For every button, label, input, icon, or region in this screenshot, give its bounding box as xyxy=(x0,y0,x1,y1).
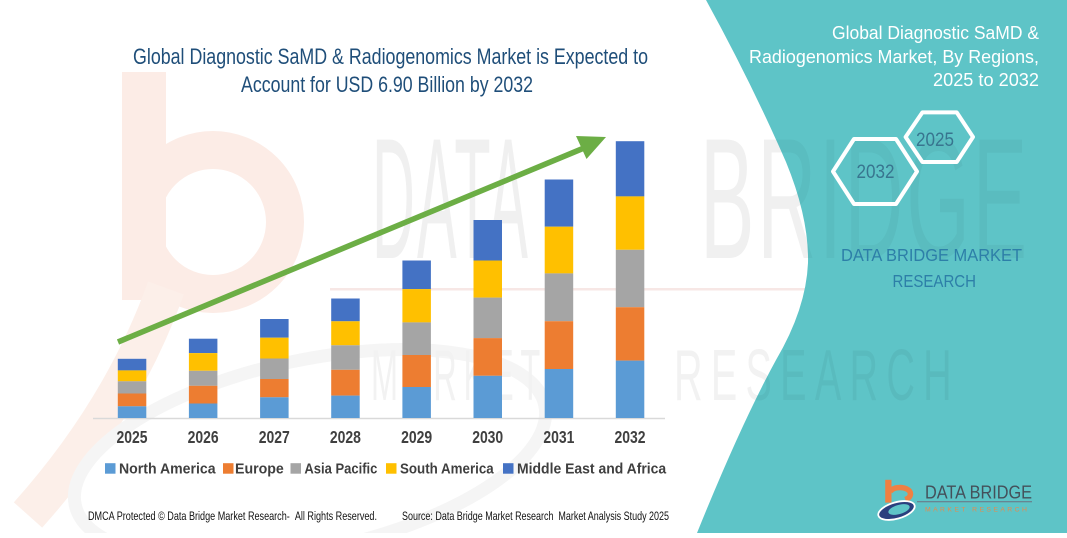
svg-text:2031: 2031 xyxy=(543,427,574,447)
svg-text:2029: 2029 xyxy=(401,427,432,447)
svg-text:MARKET RESEARCH: MARKET RESEARCH xyxy=(925,507,1030,514)
svg-text:DMCA Protected © Data Bridge M: DMCA Protected © Data Bridge Market Rese… xyxy=(88,509,377,523)
svg-text:Middle East and Africa: Middle East and Africa xyxy=(517,462,667,478)
svg-text:2032: 2032 xyxy=(615,427,646,447)
svg-text:North America: North America xyxy=(119,462,216,478)
svg-text:2030: 2030 xyxy=(472,427,503,447)
svg-text:Europe: Europe xyxy=(235,462,284,478)
svg-text:2032: 2032 xyxy=(857,162,895,183)
svg-text:DATA BRIDGE: DATA BRIDGE xyxy=(925,483,1032,503)
svg-text:Global Diagnostic SaMD &: Global Diagnostic SaMD & xyxy=(832,23,1039,43)
svg-text:RESEARCH: RESEARCH xyxy=(893,271,977,291)
svg-text:Radiogenomics Market, By Regio: Radiogenomics Market, By Regions, xyxy=(749,47,1039,67)
svg-text:2028: 2028 xyxy=(330,427,361,447)
svg-text:DATA BRIDGE MARKET: DATA BRIDGE MARKET xyxy=(841,245,1022,265)
svg-text:2025 to 2032: 2025 to 2032 xyxy=(933,70,1039,90)
svg-text:DATA: DATA xyxy=(372,103,530,295)
svg-text:Account for USD 6.90 Billion b: Account for USD 6.90 Billion by 2032 xyxy=(241,72,533,97)
svg-text:2025: 2025 xyxy=(117,427,148,447)
svg-text:2025: 2025 xyxy=(916,130,954,151)
svg-text:Source: Data Bridge Market Res: Source: Data Bridge Market Research Mark… xyxy=(402,509,669,523)
svg-text:South America: South America xyxy=(400,462,495,478)
svg-text:2027: 2027 xyxy=(259,427,290,447)
svg-text:2026: 2026 xyxy=(188,427,219,447)
svg-text:Global Diagnostic SaMD & Radio: Global Diagnostic SaMD & Radiogenomics M… xyxy=(133,44,648,69)
svg-text:Asia Pacific: Asia Pacific xyxy=(304,462,377,478)
svg-text:MARKET: MARKET xyxy=(371,336,547,416)
